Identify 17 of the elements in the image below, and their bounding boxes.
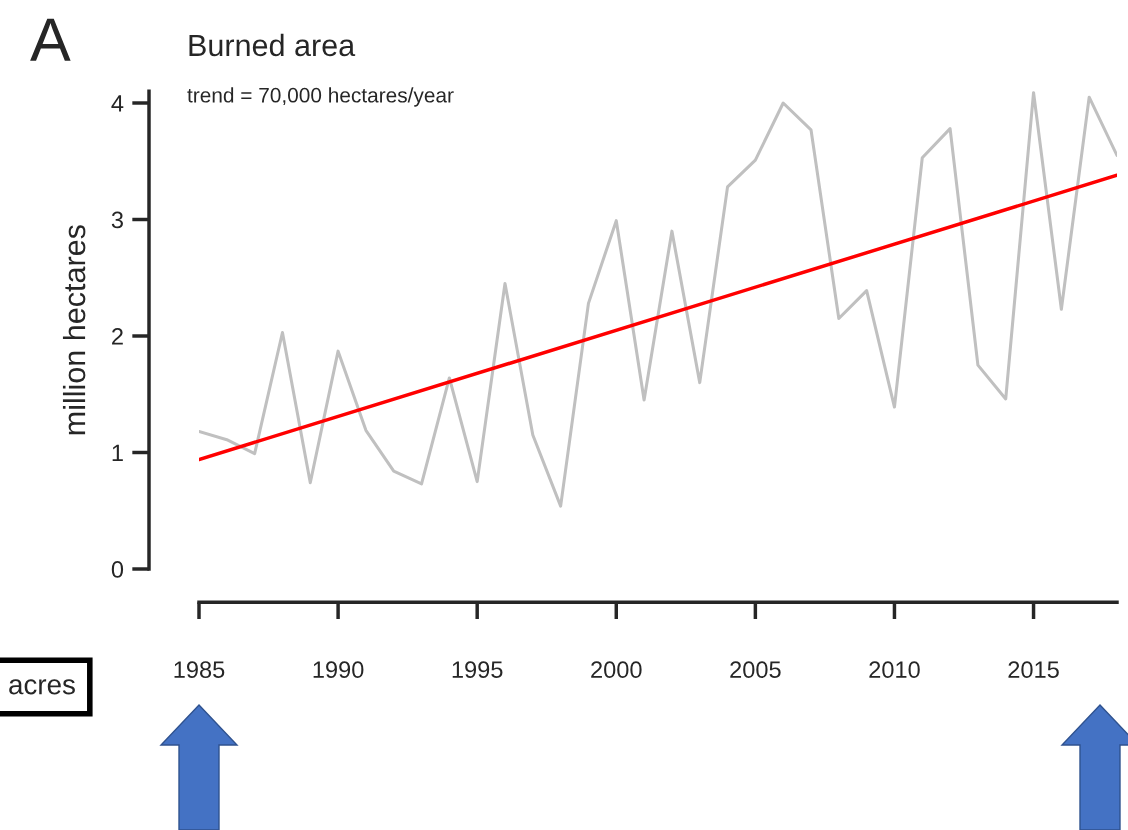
chart-subtitle: trend = 70,000 hectares/year: [187, 87, 454, 107]
x-tick-label: 2005: [730, 661, 781, 679]
y-axis-title: million hectares: [62, 225, 86, 435]
x-tick-label: 1985: [174, 661, 225, 679]
x-tick-label: 2010: [869, 661, 920, 679]
text: A: [30, 18, 71, 61]
y-tick-label: 2: [112, 328, 123, 345]
text: acres: [9, 679, 75, 695]
y-tick-label: 4: [111, 95, 124, 112]
x-tick-label: 2015: [1008, 661, 1059, 679]
x-tick-label: 1990: [313, 661, 364, 679]
chart-title: Burned area: [189, 33, 356, 57]
x-tick-label: 1995: [452, 661, 503, 679]
y-tick-label: 1: [112, 444, 123, 462]
y-tick-label: 0: [111, 561, 124, 578]
x-tick-label: 2000: [591, 661, 642, 679]
y-tick-label: 3: [111, 211, 123, 229]
